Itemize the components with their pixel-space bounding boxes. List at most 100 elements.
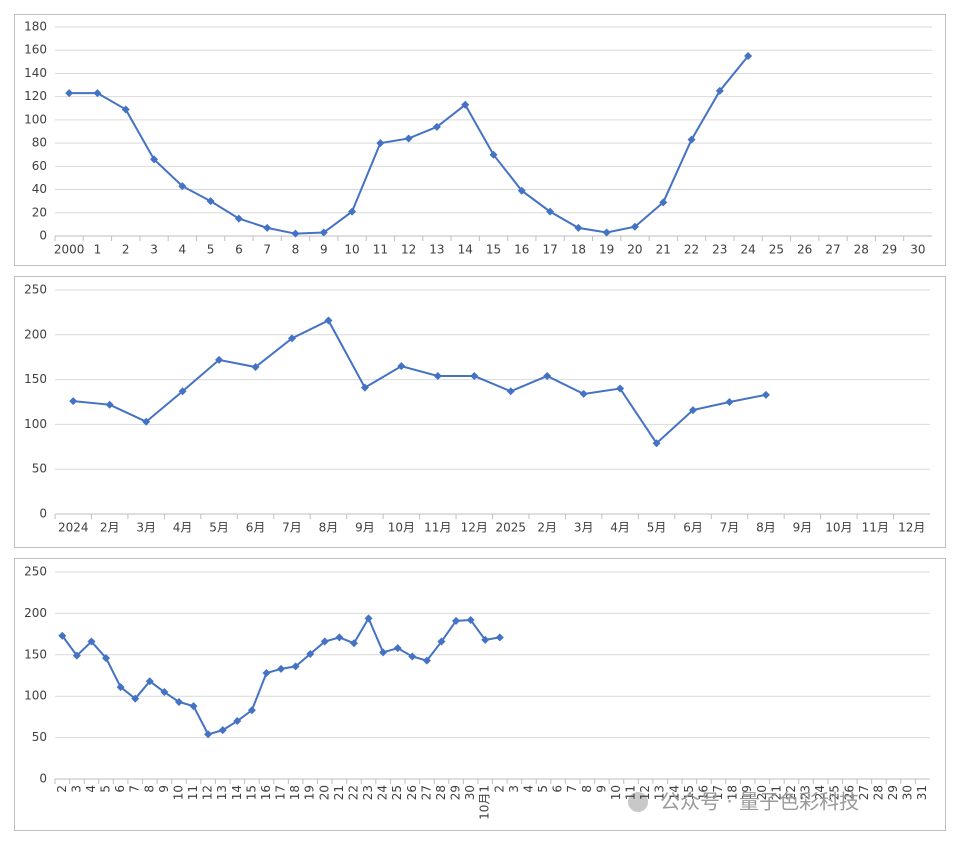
data-point xyxy=(506,387,515,396)
x-tick-label: 7 xyxy=(565,785,579,793)
x-tick-label: 23 xyxy=(712,243,727,257)
data-point xyxy=(616,384,625,393)
x-tick-label: 31 xyxy=(915,785,929,800)
x-tick-label: 8 xyxy=(292,243,300,257)
x-tick-label: 21 xyxy=(332,785,346,800)
data-point xyxy=(72,651,81,660)
data-point xyxy=(481,635,490,644)
data-point xyxy=(452,616,461,625)
x-tick-label: 21 xyxy=(656,243,671,257)
x-tick-label: 29 xyxy=(882,243,897,257)
x-tick-label: 16 xyxy=(514,243,529,257)
x-tick-label: 25 xyxy=(769,243,784,257)
x-tick-label: 4月 xyxy=(173,521,193,535)
x-tick-label: 17 xyxy=(542,243,557,257)
x-tick-label: 27 xyxy=(857,785,871,800)
data-point xyxy=(218,726,227,735)
x-tick-label: 23 xyxy=(361,785,375,800)
x-tick-label: 17 xyxy=(274,785,288,800)
x-tick-label: 28 xyxy=(854,243,869,257)
data-point xyxy=(178,387,187,396)
y-tick-label: 100 xyxy=(24,689,47,703)
data-point xyxy=(93,89,102,98)
x-tick-label: 3 xyxy=(150,243,158,257)
x-tick-label: 24 xyxy=(376,785,390,800)
x-tick-label: 20 xyxy=(317,785,331,800)
x-tick-label: 6 xyxy=(235,243,243,257)
x-tick-label: 1 xyxy=(94,243,102,257)
x-tick-label: 2月 xyxy=(100,521,120,535)
x-tick-label: 19 xyxy=(599,243,614,257)
data-point xyxy=(376,139,385,148)
data-point xyxy=(461,100,470,109)
data-point xyxy=(725,398,734,406)
data-point xyxy=(466,616,475,625)
x-tick-label: 4 xyxy=(521,785,535,793)
data-point xyxy=(142,417,151,426)
x-tick-label: 11 xyxy=(624,785,638,800)
data-point xyxy=(393,644,402,653)
panel xyxy=(14,14,946,266)
x-tick-label: 27 xyxy=(419,785,433,800)
y-tick-label: 50 xyxy=(32,462,47,476)
x-tick-label: 27 xyxy=(825,243,840,257)
x-tick-label: 8 xyxy=(580,785,594,793)
x-tick-label: 30 xyxy=(910,243,925,257)
watermark: 公众号 · 量子色彩科技 xyxy=(660,790,859,814)
y-tick-label: 80 xyxy=(32,136,47,150)
x-tick-label: 21 xyxy=(769,785,783,800)
y-tick-label: 200 xyxy=(24,327,47,341)
data-point xyxy=(116,683,125,692)
data-point xyxy=(546,207,555,216)
x-tick-label: 2024 xyxy=(58,521,89,535)
x-tick-label: 12月 xyxy=(898,521,925,535)
y-tick-label: 250 xyxy=(24,565,47,579)
x-tick-label: 12月 xyxy=(461,521,488,535)
y-tick-label: 150 xyxy=(24,647,47,661)
data-point xyxy=(291,662,300,671)
x-tick-label: 8月 xyxy=(319,521,339,535)
data-point xyxy=(659,198,668,207)
x-tick-label: 26 xyxy=(405,785,419,800)
data-point xyxy=(145,677,154,686)
x-tick-label: 4月 xyxy=(610,521,630,535)
data-point xyxy=(404,134,413,143)
y-tick-label: 50 xyxy=(32,730,47,744)
x-tick-label: 13 xyxy=(429,243,444,257)
x-tick-label: 8 xyxy=(142,785,156,793)
data-point xyxy=(233,717,242,726)
data-point xyxy=(715,86,724,95)
x-tick-label: 9月 xyxy=(355,521,375,535)
data-point xyxy=(543,372,552,381)
data-point xyxy=(320,637,329,646)
data-point xyxy=(687,135,696,144)
x-tick-label: 9 xyxy=(157,785,171,793)
y-tick-label: 150 xyxy=(24,372,47,386)
x-tick-label: 18 xyxy=(288,785,302,800)
watermark-icon xyxy=(628,792,648,812)
x-tick-label: 19 xyxy=(303,785,317,800)
x-tick-label: 12 xyxy=(201,785,215,800)
x-tick-label: 29 xyxy=(886,785,900,800)
x-tick-label: 22 xyxy=(346,785,360,800)
x-tick-label: 15 xyxy=(244,785,258,800)
data-line xyxy=(73,319,767,445)
y-tick-label: 0 xyxy=(39,772,47,786)
x-tick-label: 10月 xyxy=(388,521,415,535)
x-tick-label: 16 xyxy=(259,785,273,800)
data-point xyxy=(58,631,67,640)
x-tick-label: 5月 xyxy=(209,521,229,535)
data-point xyxy=(360,383,369,392)
x-tick-label: 9月 xyxy=(793,521,813,535)
y-tick-label: 100 xyxy=(24,112,47,126)
x-tick-label: 19 xyxy=(740,785,754,800)
data-point xyxy=(277,664,286,673)
data-point xyxy=(324,316,333,325)
x-tick-label: 18 xyxy=(726,785,740,800)
y-tick-label: 20 xyxy=(32,205,47,219)
x-tick-label: 2000 xyxy=(54,243,85,257)
y-tick-label: 250 xyxy=(24,283,47,297)
data-point xyxy=(397,362,406,371)
